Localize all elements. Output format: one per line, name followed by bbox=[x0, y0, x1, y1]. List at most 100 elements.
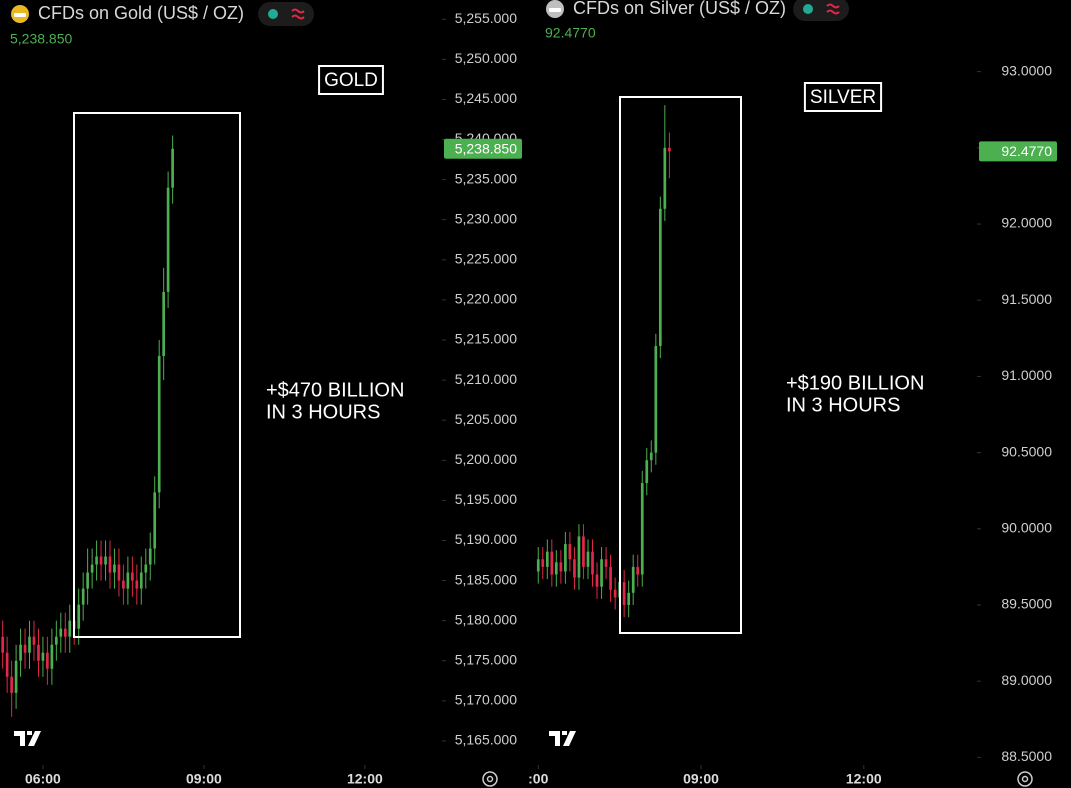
candle-body bbox=[591, 551, 594, 575]
y-tick-label: 88.5000 bbox=[1001, 748, 1052, 764]
candle-body bbox=[622, 582, 626, 605]
candle-body bbox=[545, 551, 549, 567]
candle-body bbox=[63, 628, 67, 637]
candle-body bbox=[582, 536, 585, 567]
candle-body bbox=[86, 572, 89, 589]
candle-body bbox=[113, 564, 116, 573]
asset-label-box bbox=[318, 65, 384, 95]
price-tag bbox=[979, 141, 1057, 162]
candle-body bbox=[668, 147, 671, 152]
candle-body bbox=[19, 644, 22, 661]
x-tick-label: 06:00 bbox=[25, 771, 61, 787]
candle-body bbox=[162, 291, 165, 357]
annotation: IN 3 HOURS bbox=[266, 401, 380, 423]
candle-body bbox=[613, 589, 617, 598]
status-pill[interactable] bbox=[258, 2, 314, 26]
candle-body bbox=[604, 559, 608, 567]
delay-icon bbox=[826, 3, 840, 15]
candle-body bbox=[541, 559, 545, 567]
candle-body bbox=[609, 566, 612, 590]
y-tick-label: 5,200.000 bbox=[455, 451, 517, 467]
y-tick-label: 5,180.000 bbox=[455, 611, 517, 627]
candle-body bbox=[559, 562, 563, 572]
y-tick-label: 5,185.000 bbox=[455, 571, 517, 587]
candle-body bbox=[90, 564, 94, 573]
candle-body bbox=[108, 556, 112, 573]
candle-body bbox=[627, 592, 631, 605]
candle-body bbox=[10, 676, 13, 693]
candle-body bbox=[23, 644, 27, 653]
y-tick-label: 5,205.000 bbox=[455, 411, 517, 427]
highlight-box bbox=[619, 96, 742, 634]
candle-body bbox=[139, 572, 143, 589]
annotation: IN 3 HOURS bbox=[786, 394, 900, 416]
candle-body bbox=[573, 559, 576, 578]
candle-body bbox=[153, 492, 157, 549]
x-tick-label: 12:00 bbox=[846, 771, 882, 787]
candle-body bbox=[99, 556, 103, 565]
price-tag-label: 5,238.850 bbox=[455, 140, 517, 156]
candle-body bbox=[32, 636, 36, 645]
status-pill[interactable] bbox=[793, 0, 849, 21]
candle-body bbox=[636, 566, 640, 575]
y-tick-label: 90.0000 bbox=[1001, 519, 1052, 535]
candle-body bbox=[131, 572, 134, 581]
candle-body bbox=[595, 574, 599, 587]
last-price: 92.4770 bbox=[545, 25, 596, 41]
candle-body bbox=[95, 556, 98, 565]
candle-body bbox=[144, 564, 148, 573]
y-tick-label: 5,170.000 bbox=[455, 692, 517, 708]
y-tick-label: 5,225.000 bbox=[455, 251, 517, 267]
candle-body bbox=[600, 559, 603, 587]
candle-body bbox=[649, 452, 653, 461]
y-tick-label: 5,175.000 bbox=[455, 651, 517, 667]
asset-label: GOLD bbox=[324, 70, 378, 91]
y-tick-label: 5,250.000 bbox=[455, 50, 517, 66]
y-tick-label: 92.0000 bbox=[1001, 215, 1052, 231]
candle-body bbox=[157, 356, 161, 493]
tv-logo bbox=[549, 731, 576, 746]
chart-panel: CFDs on Silver (US$ / OZ) 92.4770 88.5000 8… bbox=[528, 0, 1057, 787]
candle-body bbox=[550, 551, 554, 575]
y-tick-label: 5,245.000 bbox=[455, 90, 517, 106]
y-tick-label: 5,190.000 bbox=[455, 531, 517, 547]
y-tick-label: 89.5000 bbox=[1001, 596, 1052, 612]
chart-title: CFDs on Gold (US$ / OZ) bbox=[38, 3, 244, 23]
y-tick-label: 91.5000 bbox=[1001, 291, 1052, 307]
chart-panel: CFDs on Gold (US$ / OZ) 5,238.850 5,165.00… bbox=[1, 2, 522, 787]
candle-body bbox=[117, 564, 121, 581]
market-open-dot bbox=[803, 4, 813, 14]
y-tick-label: 5,220.000 bbox=[455, 291, 517, 307]
candle-body bbox=[554, 562, 558, 575]
candle-body bbox=[640, 483, 644, 575]
candle-body bbox=[55, 636, 58, 645]
y-tick-label: 5,235.000 bbox=[455, 170, 517, 186]
candle-body bbox=[148, 548, 152, 565]
y-tick-label: 90.5000 bbox=[1001, 443, 1052, 459]
asset-label: SILVER bbox=[810, 87, 876, 108]
candle-body bbox=[81, 588, 85, 605]
candle-body bbox=[631, 566, 635, 593]
candle-body bbox=[77, 604, 81, 629]
y-tick-label: 89.0000 bbox=[1001, 672, 1052, 688]
candle-body bbox=[46, 652, 49, 669]
candle-body bbox=[28, 636, 31, 653]
candle-body bbox=[536, 559, 540, 572]
settings-button[interactable] bbox=[482, 771, 498, 787]
candle-body bbox=[135, 580, 139, 589]
y-tick-label: 93.0000 bbox=[1001, 62, 1052, 78]
candle-body bbox=[59, 628, 63, 637]
y-tick-label: 91.0000 bbox=[1001, 367, 1052, 383]
candle-body bbox=[586, 551, 590, 567]
candle-body bbox=[654, 345, 658, 453]
candle-body bbox=[50, 644, 54, 669]
candle-body bbox=[645, 460, 649, 484]
candle-body bbox=[171, 148, 174, 188]
price-tag-label: 92.4770 bbox=[1001, 143, 1052, 159]
candle-body bbox=[568, 544, 572, 560]
settings-button[interactable] bbox=[1017, 771, 1033, 787]
y-tick-label: 5,210.000 bbox=[455, 371, 517, 387]
y-tick-label: 5,230.000 bbox=[455, 210, 517, 226]
candle-body bbox=[122, 580, 125, 589]
